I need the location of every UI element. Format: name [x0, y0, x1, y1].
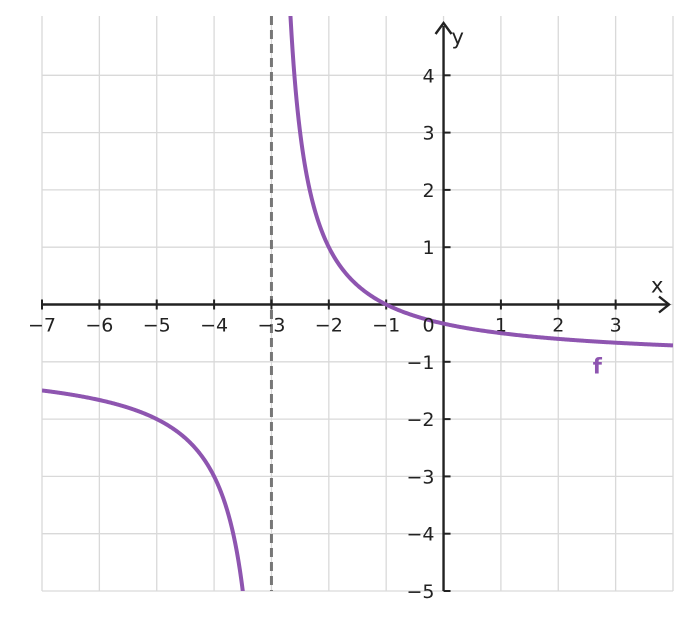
curves [42, 16, 673, 591]
x-tick-label: −3 [257, 315, 285, 337]
x-tick-label: −7 [28, 315, 56, 337]
curve-f-left-branch [42, 388, 245, 591]
x-tick-label: −4 [200, 315, 228, 337]
x-tick-label: −5 [143, 315, 171, 337]
y-axis-label: y [452, 25, 464, 49]
y-tick-label: −3 [407, 466, 435, 488]
y-axis-arrow [434, 20, 453, 35]
curve-f-right-branch [288, 16, 673, 348]
y-tick-label: −4 [407, 524, 435, 546]
x-tick-label: −2 [315, 315, 343, 337]
x-axis-arrow [658, 295, 671, 314]
x-axis-label: x [651, 274, 663, 298]
y-tick-label: −5 [407, 581, 435, 603]
y-tick-label: 3 [422, 123, 434, 145]
x-tick-label: −1 [372, 315, 400, 337]
x-tick-label: 2 [552, 315, 564, 337]
origin-label: 0 [422, 315, 434, 337]
series-label-f: f [593, 354, 603, 378]
y-tick-label: −1 [407, 352, 435, 374]
y-tick-label: −2 [407, 409, 435, 431]
y-tick-label: 4 [422, 65, 434, 87]
x-tick-label: −6 [85, 315, 113, 337]
axes [42, 20, 671, 591]
y-tick-label: 1 [422, 237, 434, 259]
y-tick-label: 2 [422, 180, 434, 202]
x-tick-label: 3 [610, 315, 622, 337]
